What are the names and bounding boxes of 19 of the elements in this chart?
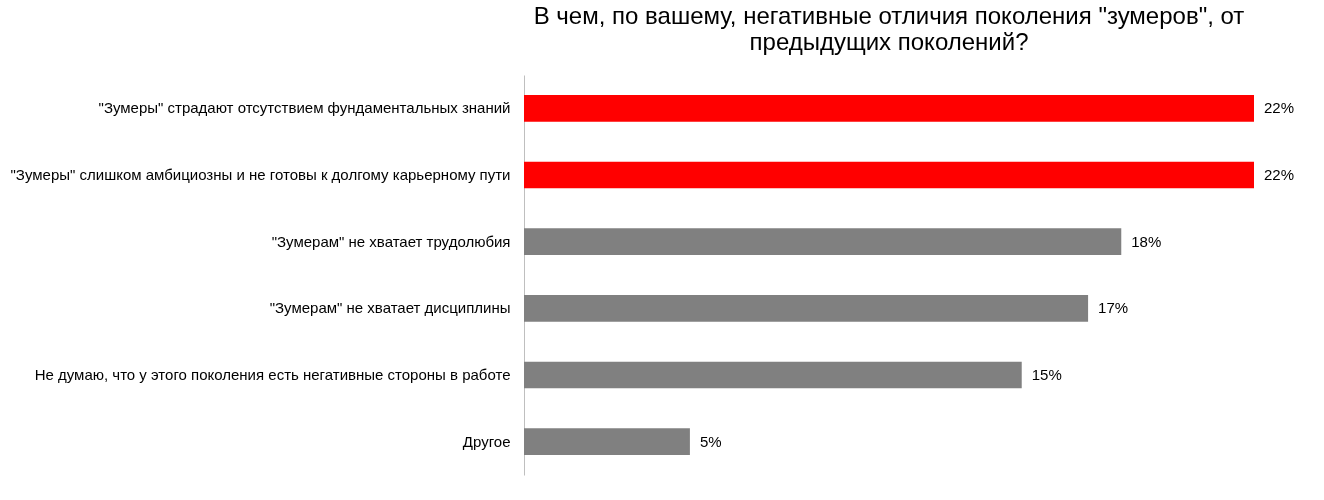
y-tick-label: "Зумеры" слишком амбициозны и не готовы к долгому карьерному пути	[10, 166, 511, 183]
chart-title: В чем, по вашему, негативные отличия поколения "зумеров", от предыдущих поколений?	[533, 2, 1245, 55]
y-tick-label: "Зумеры" страдают отсутствием фундаментальных знаний	[98, 99, 511, 117]
bar	[524, 95, 1254, 122]
data-label: 15%	[1031, 366, 1062, 383]
y-tick-label: Не думаю, что у этого поколения есть негативные стороны в работе	[34, 366, 511, 383]
data-label: 22%	[1264, 166, 1295, 183]
y-tick-label: "Зумерам" не хватает дисциплины	[269, 299, 511, 317]
bar	[524, 228, 1122, 255]
data-label: 17%	[1098, 299, 1129, 317]
data-label: 5%	[699, 432, 722, 450]
data-label: 18%	[1131, 232, 1162, 250]
y-tick-label: "Зумерам" не хватает трудолюбия	[271, 232, 511, 250]
bar	[524, 295, 1089, 322]
data-label: 22%	[1264, 99, 1295, 117]
y-tick-label: Другое	[462, 432, 511, 450]
bar	[524, 428, 690, 455]
bar	[524, 361, 1022, 389]
bar	[524, 161, 1254, 189]
